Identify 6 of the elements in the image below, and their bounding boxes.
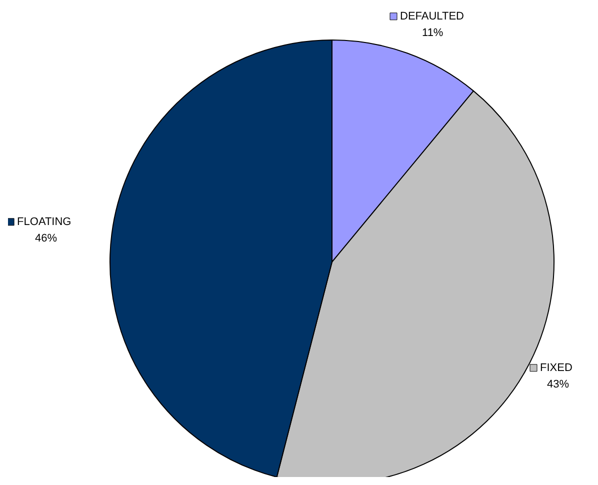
- legend-label: DEFAULTED: [400, 10, 464, 22]
- data-label: 43%: [546, 378, 570, 390]
- data-label: 46%: [34, 232, 58, 244]
- data-label: 11%: [422, 26, 444, 39]
- legend-label: FLOATING: [17, 216, 72, 228]
- legend-label: FIXED: [540, 362, 572, 374]
